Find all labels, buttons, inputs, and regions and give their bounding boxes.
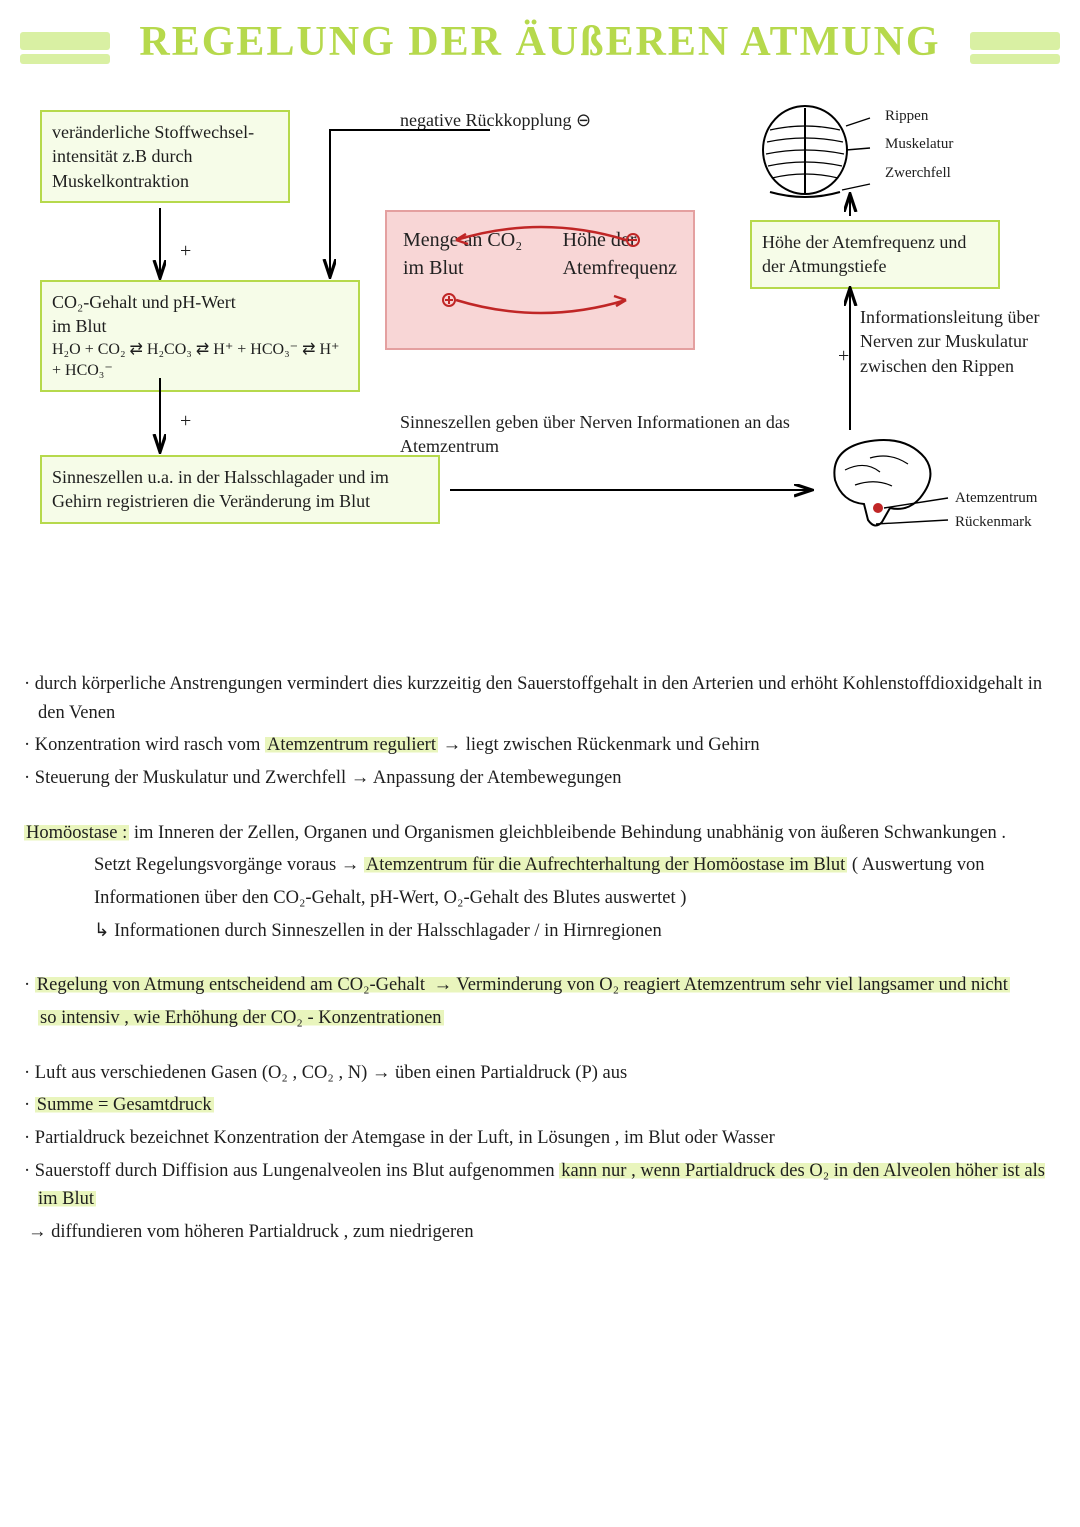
note-line: Regelung von Atmung entscheidend am CO₂-… [24,971,1056,1000]
note-text: diffundieren vom höheren Partialdruck , … [51,1222,473,1242]
connector-arrows-icon [30,100,1050,660]
note-text: Sauerstoff durch Diffision aus Lungenalv… [35,1161,559,1181]
note-text-hl: Regelung von Atmung entscheidend am CO₂-… [35,975,427,995]
note-text: Setzt Regelungsvorgänge voraus → [94,855,364,875]
note-line: Summe = Gesamtdruck [24,1091,1056,1120]
homeostase-label: Homöostase : [24,823,129,843]
note-line: Sauerstoff durch Diffision aus Lungenalv… [24,1157,1056,1214]
note-line: Informationen über den CO₂-Gehalt, pH-We… [94,884,1056,913]
note-line: Informationen durch Sinneszellen in der … [94,917,1056,946]
note-line: Luft aus verschiedenen Gasen (O₂ , CO₂ ,… [24,1059,1056,1088]
note-text-hl: Atemzentrum reguliert [265,735,438,755]
note-line: Homöostase : im Inneren der Zellen, Orga… [24,819,1056,848]
notes-section: durch körperliche Anstrengungen verminde… [24,670,1056,1247]
note-line: diffundieren vom höheren Partialdruck , … [24,1218,1056,1247]
page-title: REGELUNG DER ÄUßEREN ATMUNG [139,18,940,66]
flow-diagram: veränderliche Stoffwechsel- intensität z… [30,100,1050,660]
note-text: im Inneren der Zellen, Organen und Organ… [129,823,1006,843]
note-text: Partialdruck bezeichnet Konzentration de… [35,1128,775,1148]
note-text: Informationen durch Sinneszellen in der … [114,921,662,941]
title-decor-left [20,32,110,50]
note-text-hl: so intensiv , wie Erhöhung der CO₂ - Kon… [38,1008,444,1028]
note-line: Partialdruck bezeichnet Konzentration de… [24,1124,1056,1153]
note-text-hl: → Verminderung von O₂ reagiert Atemzentr… [427,975,1010,995]
note-text: Informationen über den CO₂-Gehalt, pH-We… [94,888,686,908]
note-text: → liegt zwischen Rückenmark und Gehirn [438,735,760,755]
note-text: Steuerung der Muskulatur und Zwerchfell … [35,768,622,788]
note-text: ( Auswertung von [847,855,984,875]
note-line: so intensiv , wie Erhöhung der CO₂ - Kon… [24,1004,1056,1033]
note-text-hl: Atemzentrum für die Aufrechterhaltung de… [364,855,847,875]
note-line: Konzentration wird rasch vom Atemzentrum… [24,731,1056,760]
note-line: Setzt Regelungsvorgänge voraus → Atemzen… [94,851,1056,880]
note-text: durch körperliche Anstrengungen verminde… [35,674,1042,723]
note-text: Konzentration wird rasch vom [35,735,265,755]
note-line: Steuerung der Muskulatur und Zwerchfell … [24,764,1056,793]
note-text-hl: Summe = Gesamtdruck [35,1095,214,1115]
note-text: Luft aus verschiedenen Gasen (O₂ , CO₂ ,… [35,1063,627,1083]
note-line: durch körperliche Anstrengungen verminde… [24,670,1056,727]
title-region: REGELUNG DER ÄUßEREN ATMUNG [0,0,1080,80]
title-decor-right [970,32,1060,50]
